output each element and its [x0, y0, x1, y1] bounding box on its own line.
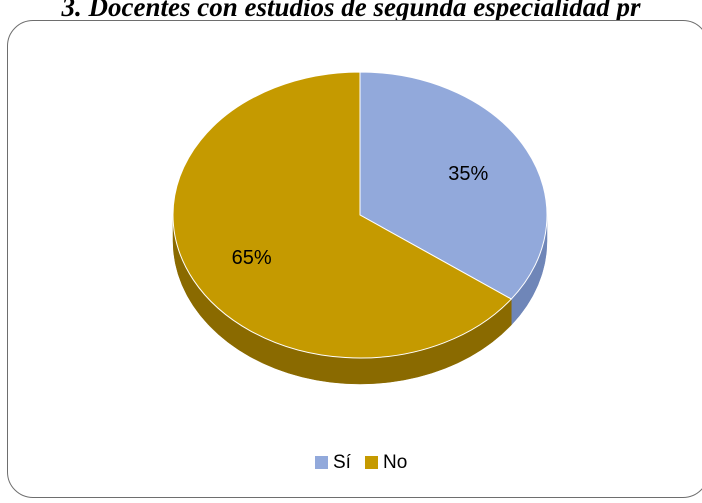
chart-title: 3. Docentes con estudios de segunda espe… [61, 0, 641, 22]
pie-label-1: 65% [232, 247, 272, 269]
pie-top [172, 71, 548, 359]
legend-label-0: Sí [333, 452, 352, 473]
legend-swatch-1 [365, 456, 378, 469]
legend-label-1: No [383, 452, 407, 473]
pie-labels: 35% 65% [232, 163, 489, 269]
pie-label-0: 35% [448, 163, 488, 185]
pie-slice-0 [359, 71, 548, 300]
legend: Sí No [315, 452, 407, 473]
legend-swatch-0 [315, 456, 328, 469]
pie-slice-1 [172, 71, 513, 359]
